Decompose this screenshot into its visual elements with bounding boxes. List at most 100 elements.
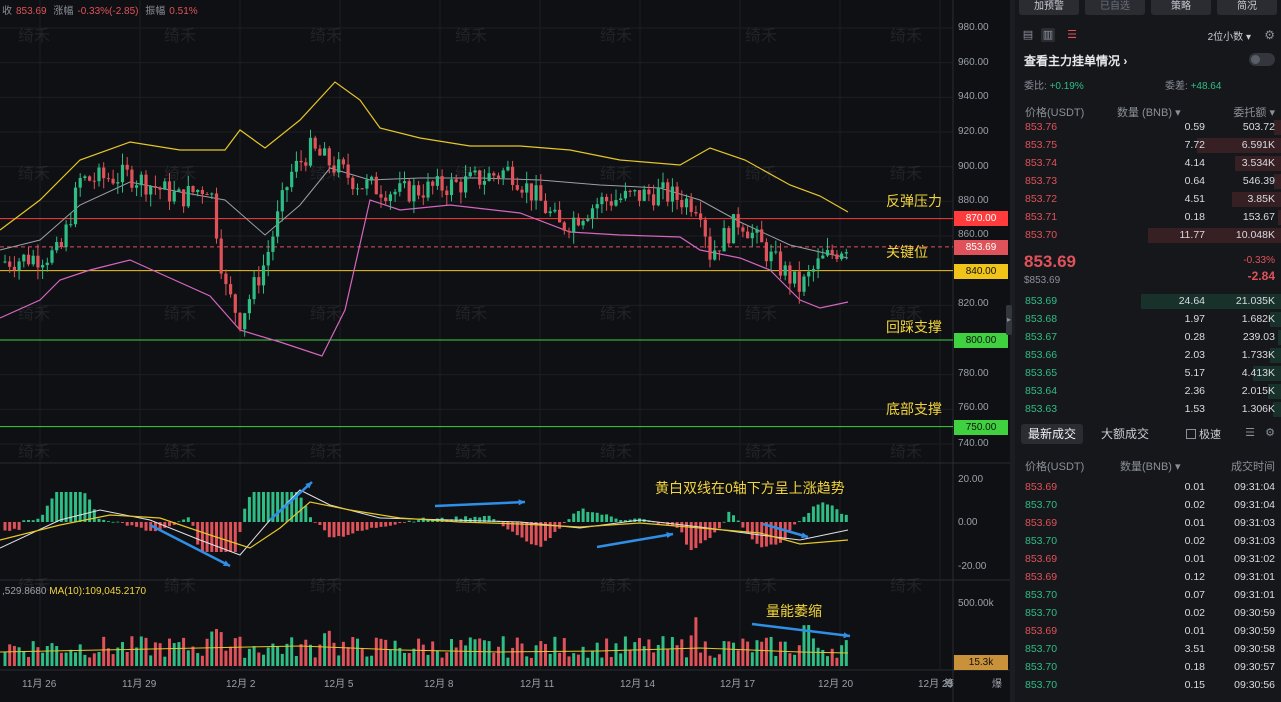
macd-bar xyxy=(346,522,350,535)
overview-button[interactable]: 简况 xyxy=(1217,0,1277,15)
settings-icon[interactable]: ⚙ xyxy=(1264,28,1275,42)
ask-row[interactable]: 853.70 11.77 10.048K xyxy=(1015,227,1281,244)
bid-row[interactable]: 853.64 2.36 2.015K xyxy=(1015,383,1281,400)
date-axis-label: 12月 8 xyxy=(424,679,454,690)
candle-body xyxy=(421,195,425,198)
candle-body xyxy=(308,137,313,166)
volume-bar xyxy=(623,636,627,666)
volume-bar xyxy=(694,617,698,666)
macd-bar xyxy=(247,497,251,522)
volume-bar xyxy=(544,644,547,666)
candle-body xyxy=(746,231,750,239)
volume-bar xyxy=(807,625,811,666)
volume-bar xyxy=(55,646,59,666)
price-axis-label: 780.00 xyxy=(958,368,989,379)
volume-bar xyxy=(835,657,839,666)
macd-bar xyxy=(769,522,773,545)
chart-area[interactable]: 收 853.69 涨幅 -0.33%(-2.85) 振幅 0.51% 反弹压力 关键位… xyxy=(0,0,1010,702)
volume-bar xyxy=(252,646,256,666)
strategy-button[interactable]: 策略 xyxy=(1151,0,1211,15)
decimal-select[interactable]: 2位小数 ▾ xyxy=(1208,28,1251,43)
panel-splitter[interactable] xyxy=(1010,0,1015,702)
book-both-icon[interactable]: ▤ xyxy=(1022,29,1034,41)
depth-bar xyxy=(1278,330,1281,345)
macd-bar xyxy=(562,522,566,523)
macd-bar xyxy=(605,514,609,522)
candle-body xyxy=(642,189,646,201)
candle-body xyxy=(285,187,289,191)
candle-body xyxy=(219,238,223,274)
trade-price: 853.69 xyxy=(1025,481,1058,493)
trend-arrow xyxy=(434,500,526,508)
candle-body xyxy=(680,199,684,208)
tab-latest-trades[interactable]: 最新成交 xyxy=(1021,424,1084,444)
axis-corner-chip[interactable]: 筹 xyxy=(944,679,954,690)
bid-row[interactable]: 853.63 1.53 1.306K xyxy=(1015,401,1281,418)
macd-bar xyxy=(168,522,171,527)
bid-row[interactable]: 853.69 24.64 21.035K xyxy=(1015,293,1281,310)
ob-header-qty[interactable]: 数量 (BNB) ▾ xyxy=(1117,104,1181,120)
ask-row[interactable]: 853.71 0.18 153.67 xyxy=(1015,209,1281,226)
macd-bar xyxy=(55,492,59,522)
candlestick-chart-canvas[interactable] xyxy=(0,0,1010,702)
book-bids-icon[interactable]: ▥ xyxy=(1041,28,1055,42)
ask-row[interactable]: 853.76 0.59 503.72 xyxy=(1015,119,1281,136)
bid-row[interactable]: 853.67 0.28 239.03 xyxy=(1015,329,1281,346)
candle-body xyxy=(511,166,515,185)
candle-body xyxy=(529,183,533,201)
change-label: 涨幅 xyxy=(53,6,74,17)
macd-bar xyxy=(628,519,632,522)
volume-bar xyxy=(290,637,294,666)
volume-bar xyxy=(374,637,378,666)
ask-row[interactable]: 853.72 4.51 3.85K xyxy=(1015,191,1281,208)
bid-row[interactable]: 853.68 1.97 1.682K xyxy=(1015,311,1281,328)
trade-qty: 0.18 xyxy=(1184,661,1205,673)
candle-body xyxy=(464,176,468,193)
candle-body xyxy=(572,217,576,233)
macd-axis-bottom: -20.00 xyxy=(958,561,987,572)
chevron-down-icon: ▾ xyxy=(1175,461,1181,473)
ask-qty: 0.59 xyxy=(1184,121,1205,133)
right-panel: 加预警 已自选 策略 简况 ▤ ▥ ☰ 2位小数 ▾ ⚙ 查看主力挂单情况 › … xyxy=(1015,0,1281,702)
candle-body xyxy=(793,271,797,284)
main-orders-link[interactable]: 查看主力挂单情况 › xyxy=(1024,52,1127,69)
volume-bar xyxy=(421,644,425,666)
macd-bar xyxy=(623,520,627,522)
candle-body xyxy=(163,181,167,190)
filter-icon[interactable]: ☰ xyxy=(1245,427,1255,439)
ask-row[interactable]: 853.73 0.64 546.39 xyxy=(1015,173,1281,190)
macd-bar xyxy=(450,519,453,522)
ob-header-amount[interactable]: 委托额 ▾ xyxy=(1233,104,1275,120)
add-alert-button[interactable]: 加预警 xyxy=(1019,0,1079,15)
axis-corner-burst[interactable]: 爆 xyxy=(992,679,1002,690)
candle-body xyxy=(534,185,538,201)
volume-bar xyxy=(116,647,120,666)
volume-bar xyxy=(525,656,529,666)
settings-icon[interactable]: ⚙ xyxy=(1265,427,1275,439)
volume-bar xyxy=(699,652,703,666)
candle-body xyxy=(172,191,176,202)
main-orders-toggle[interactable] xyxy=(1249,53,1275,66)
price-axis-label: 760.00 xyxy=(958,402,989,413)
macd-bar xyxy=(276,492,280,522)
trade-row: 853.70 0.18 09:30:57 xyxy=(1015,659,1281,677)
ask-amount: 153.67 xyxy=(1242,211,1275,223)
macd-bar xyxy=(473,516,477,522)
ask-row[interactable]: 853.75 7.72 6.591K xyxy=(1015,137,1281,154)
macd-bar xyxy=(544,522,547,541)
candle-body xyxy=(590,208,595,219)
candle-body xyxy=(844,252,848,254)
ask-row[interactable]: 853.74 4.14 3.534K xyxy=(1015,155,1281,172)
collapse-handle-icon[interactable]: ▸ xyxy=(1006,305,1012,335)
candle-body xyxy=(158,187,162,190)
bid-row[interactable]: 853.65 5.17 4.413K xyxy=(1015,365,1281,382)
favorited-button[interactable]: 已自选 xyxy=(1085,0,1145,15)
tab-large-trades[interactable]: 大额成交 xyxy=(1101,427,1150,441)
speed-checkbox[interactable]: 极速 xyxy=(1186,426,1221,442)
macd-bar xyxy=(515,522,519,536)
tr-header-qty[interactable]: 数量(BNB) ▾ xyxy=(1120,458,1181,474)
macd-bar xyxy=(595,512,599,522)
ask-amount: 503.72 xyxy=(1242,121,1275,133)
bid-row[interactable]: 853.66 2.03 1.733K xyxy=(1015,347,1281,364)
book-asks-icon[interactable]: ☰ xyxy=(1067,29,1077,41)
